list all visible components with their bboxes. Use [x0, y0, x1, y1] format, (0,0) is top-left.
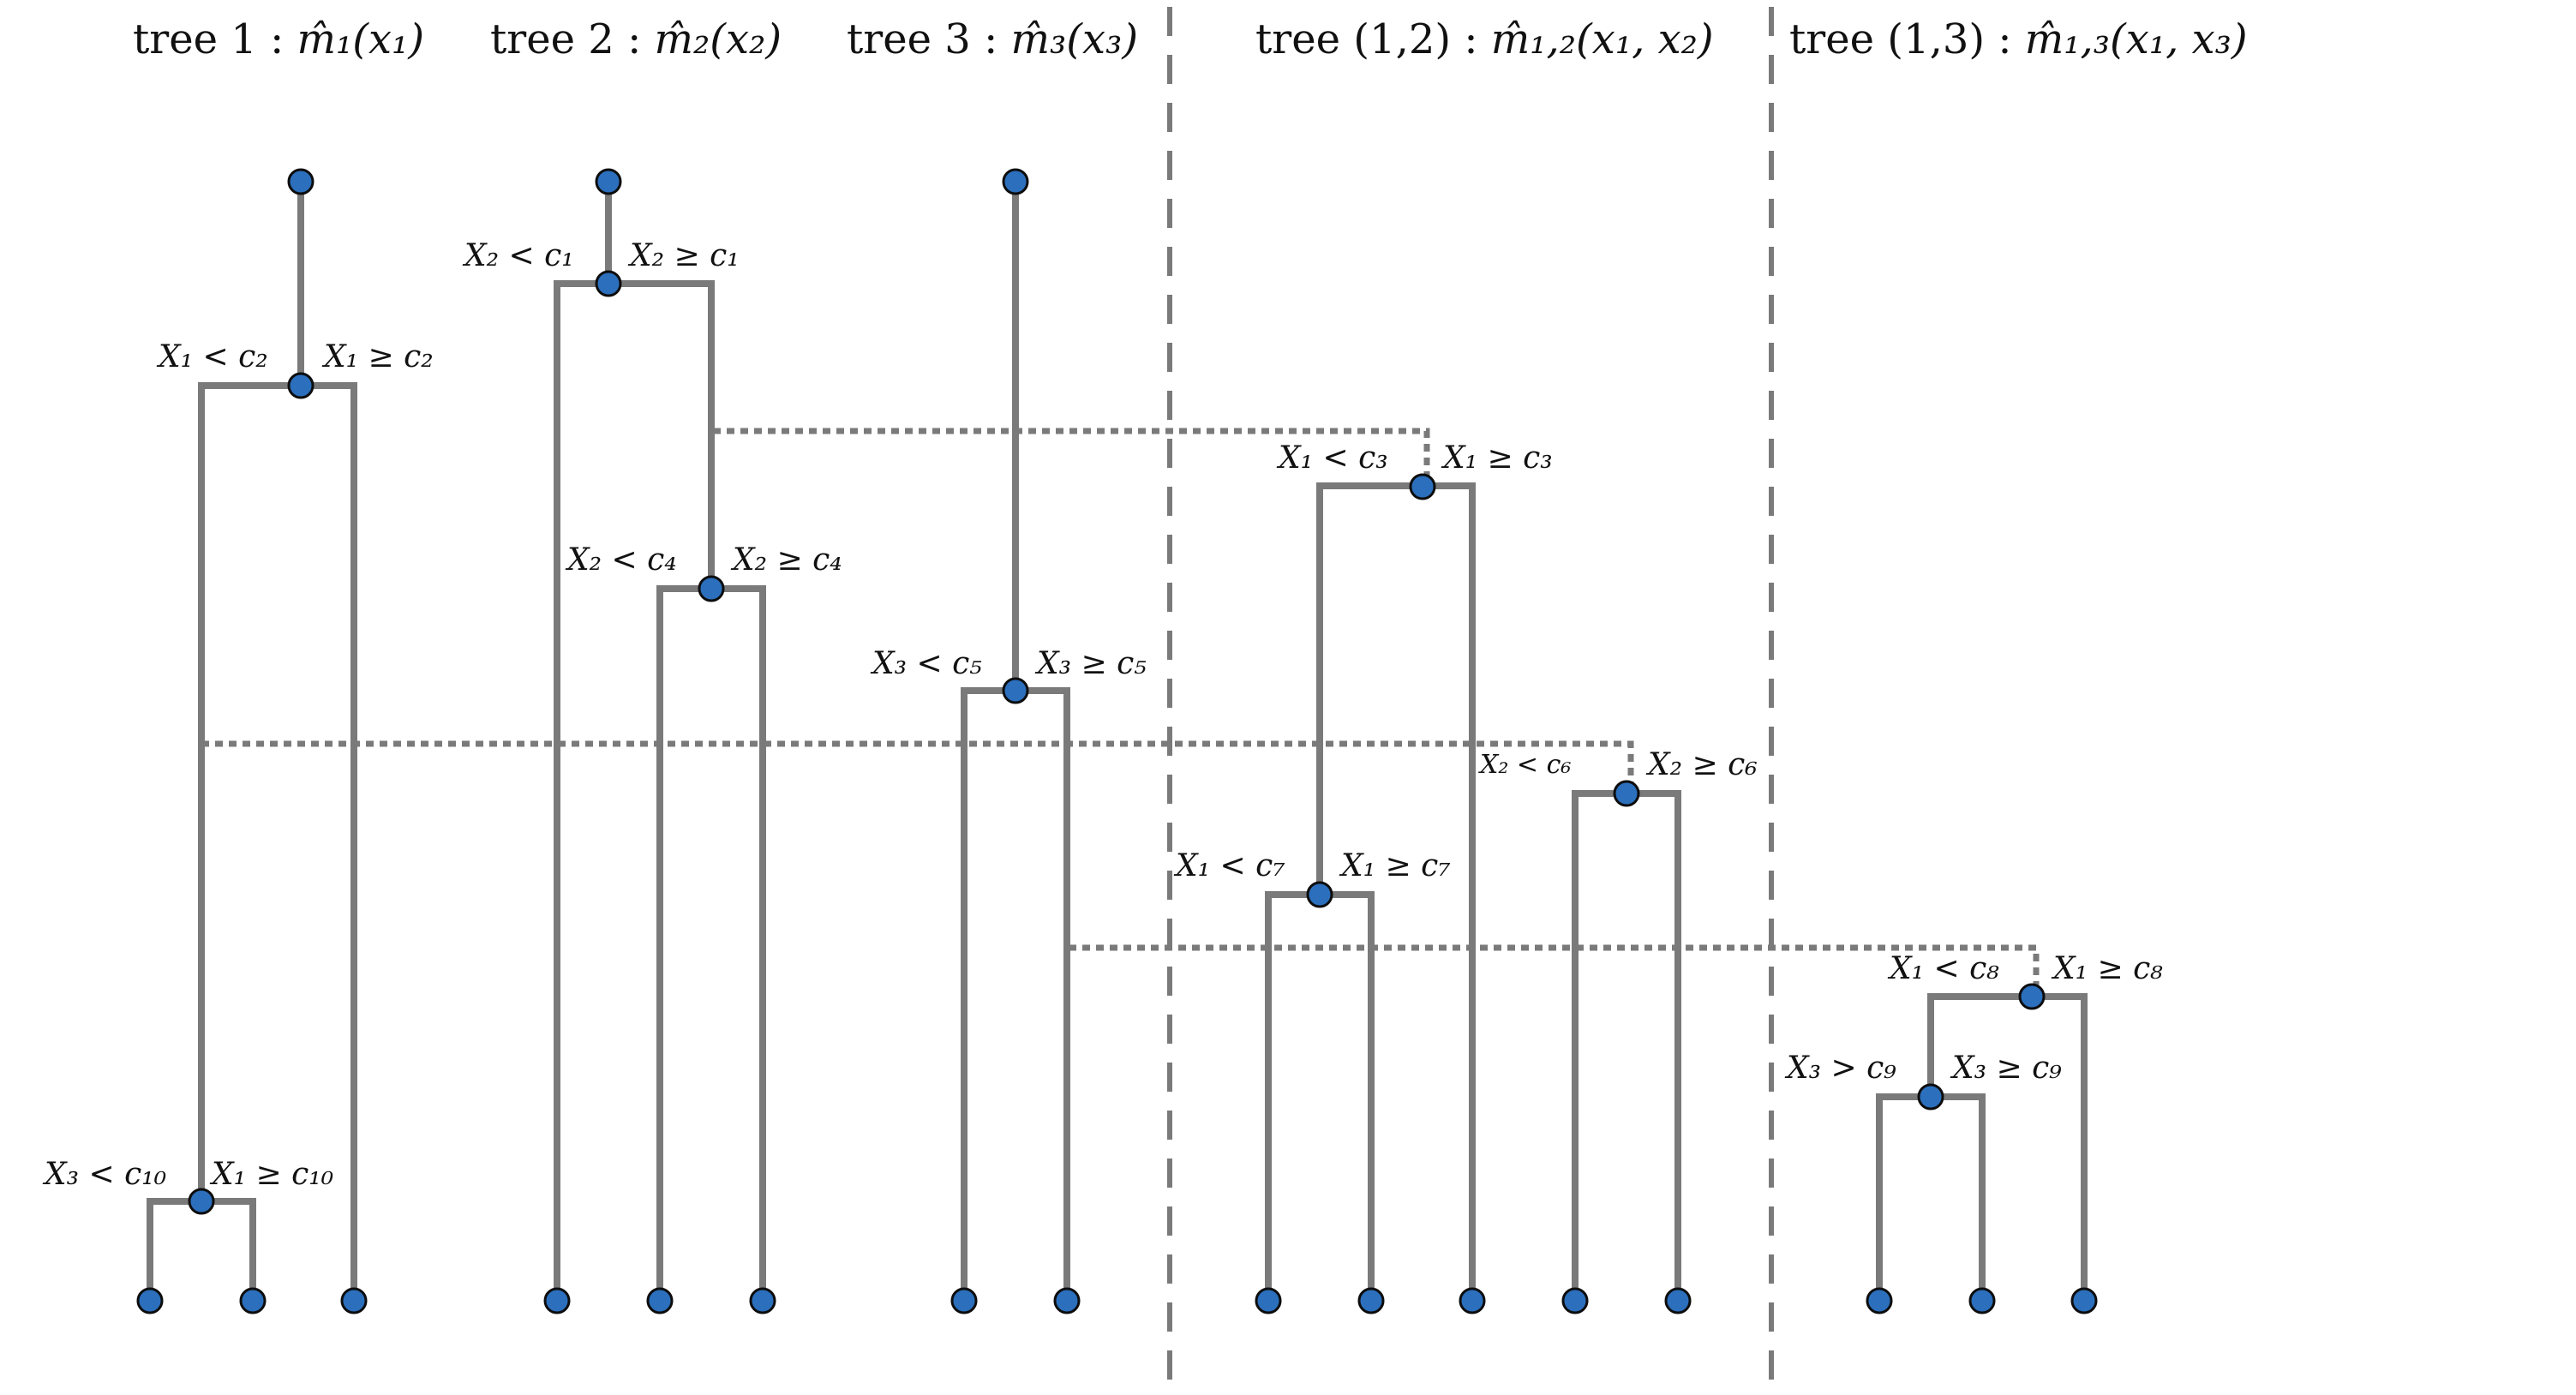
tree-1-2 — [1255, 473, 1692, 1314]
tree-1-3-split-c9 — [1876, 1093, 1986, 1301]
tree-1-3 — [1866, 983, 2098, 1314]
tree-1-2-leaf — [1255, 1287, 1282, 1314]
tree-1-leaf — [136, 1287, 164, 1314]
split-label: X₁ < c₇ — [1173, 848, 1285, 883]
split-label: X₁ < c₂ — [156, 339, 268, 374]
connector-tree3-to-tree13 — [1069, 944, 2040, 997]
split-label: X₂ ≥ c₄ — [730, 542, 842, 578]
split-label: X₂ < c₄ — [565, 542, 677, 578]
tree-1 — [136, 168, 368, 1314]
tree-1-2-leaf — [1664, 1287, 1692, 1314]
split-label: X₃ < c₅ — [870, 646, 982, 681]
tree-1-2-split-c6 — [1572, 790, 1681, 1301]
tree-1-split-c10 — [147, 1198, 256, 1301]
tree-1-split-node-c10 — [188, 1188, 215, 1215]
tree-1-2-leaf — [1561, 1287, 1589, 1314]
title-tree-1-2: tree (1,2) : m̂₁,₂(x₁, x₂) — [1255, 15, 1714, 63]
title-tree-2: tree 2 : m̂₂(x₂) — [490, 15, 782, 63]
tree-1-split-c2 — [198, 382, 357, 1301]
split-label: X₂ ≥ c₆ — [1645, 747, 1758, 782]
tree-3-root-node — [1002, 168, 1029, 195]
split-label: X₁ < c₃ — [1276, 440, 1388, 476]
title-tree-1: tree 1 : m̂₁(x₁) — [133, 15, 424, 63]
connector-tree2-to-tree12 — [713, 428, 1430, 488]
tree-3-split-c5 — [961, 687, 1070, 1301]
title-tree-3: tree 3 : m̂₃(x₃) — [847, 15, 1138, 63]
split-label: X₂ < c₆ — [1478, 750, 1571, 780]
tree-1-2-leaf — [1357, 1287, 1385, 1314]
split-label: X₁ ≥ c₁₀ — [209, 1157, 333, 1192]
tree-1-3-leaf — [1866, 1287, 1893, 1314]
split-label: X₂ < c₁ — [462, 238, 574, 273]
tree-2-split-c4 — [656, 585, 766, 1301]
split-label: X₁ ≥ c₈ — [2051, 951, 2163, 986]
split-label: X₂ ≥ c₁ — [627, 238, 740, 273]
tree-2-leaf — [543, 1287, 571, 1314]
tree-1-3-leaf — [2070, 1287, 2098, 1314]
split-labels: X₁ < c₂ X₁ ≥ c₂ X₃ < c₁₀ X₁ ≥ c₁₀ X₂ < c… — [42, 238, 2163, 1192]
tree-1-2-split-node-c6 — [1613, 780, 1640, 807]
split-label: X₃ ≥ c₉ — [1950, 1051, 2062, 1086]
tree-3-split-node-c5 — [1002, 677, 1029, 704]
tree-2-split-node-c1 — [595, 270, 622, 297]
title-tree-1-3: tree (1,3) : m̂₁,₃(x₁, x₃) — [1789, 15, 2248, 63]
split-label: X₃ ≥ c₅ — [1034, 646, 1147, 681]
tree-1-leaf — [239, 1287, 267, 1314]
tree-2-leaf — [749, 1287, 776, 1314]
tree-1-3-leaf — [1968, 1287, 1996, 1314]
tree-1-2-split-node-c7 — [1306, 881, 1333, 908]
tree-1-2-split-node-c3 — [1409, 473, 1436, 500]
titles: tree 1 : m̂₁(x₁) tree 2 : m̂₂(x₂) tree 3… — [133, 15, 2248, 63]
tree-1-split-node-c2 — [287, 372, 315, 399]
tree-2 — [543, 168, 776, 1314]
split-label: X₁ ≥ c₃ — [1441, 440, 1553, 476]
split-label: X₁ ≥ c₂ — [321, 339, 434, 374]
split-label: X₁ < c₈ — [1887, 951, 1999, 986]
split-label: X₃ > c₉ — [1784, 1051, 1896, 1086]
tree-1-2-split-c7 — [1265, 891, 1375, 1301]
tree-2-split-c1 — [554, 280, 715, 1301]
tree-2-root-node — [595, 168, 622, 195]
tree-1-root-node — [287, 168, 315, 195]
tree-1-3-split-c8 — [1927, 993, 2088, 1301]
tree-1-2-leaf — [1459, 1287, 1486, 1314]
tree-1-3-split-node-c9 — [1917, 1083, 1944, 1111]
connector-tree1-to-tree12 — [201, 740, 1634, 793]
tree-2-leaf — [646, 1287, 674, 1314]
tree-1-leaf — [340, 1287, 368, 1314]
split-label: X₁ ≥ c₇ — [1339, 848, 1451, 883]
connectors — [201, 428, 2040, 997]
tree-1-2-split-c3 — [1316, 482, 1476, 1301]
section-dividers — [1167, 7, 1774, 1380]
tree-3-leaf — [1053, 1287, 1081, 1314]
tree-3-leaf — [950, 1287, 978, 1314]
tree-2-split-node-c4 — [698, 575, 725, 602]
tree-3 — [950, 168, 1081, 1314]
tree-1-3-split-node-c8 — [2018, 983, 2046, 1010]
split-label: X₃ < c₁₀ — [42, 1157, 166, 1192]
